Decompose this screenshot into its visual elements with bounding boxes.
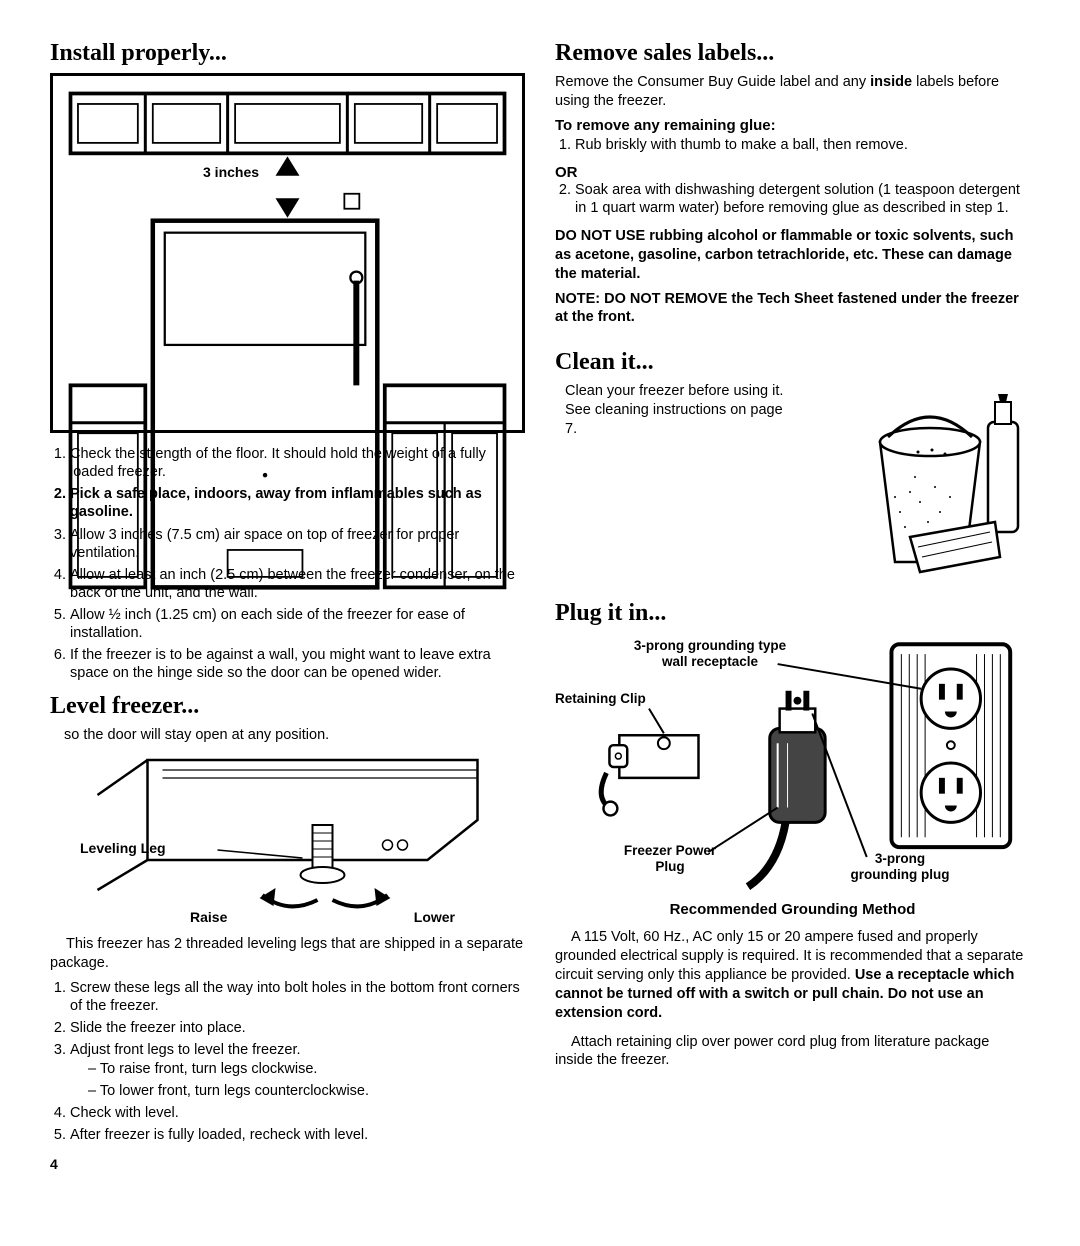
remove-intro: Remove the Consumer Buy Guide label and … (555, 73, 1030, 111)
label-leveling-leg: Leveling Leg (80, 840, 166, 856)
left-column: Install properly... (50, 40, 525, 1226)
install-step: If the freezer is to be against a wall, … (70, 646, 525, 682)
label-raise: Raise (190, 909, 227, 925)
heading-clean: Clean it... (555, 349, 1030, 376)
warning-tech-sheet: NOTE: DO NOT REMOVE the Tech Sheet faste… (555, 290, 1030, 328)
level-substeps: To raise front, turn legs clockwise. To … (70, 1060, 525, 1100)
level-step: Adjust front legs to level the freezer. … (70, 1041, 525, 1099)
figure-plug: 3-prong grounding type wall receptacle R… (555, 633, 1030, 893)
label-3-inches: 3 inches (203, 164, 259, 180)
heading-level: Level freezer... (50, 693, 525, 720)
remove-step-2: Soak area with dishwashing detergent sol… (555, 181, 1030, 217)
install-step: Allow ½ inch (1.25 cm) on each side of t… (70, 606, 525, 642)
level-step: Slide the freezer into place. (70, 1019, 525, 1037)
or-label: OR (555, 164, 1030, 181)
plug-caption: Recommended Grounding Method (555, 901, 1030, 918)
level-step: Screw these legs all the way into bolt h… (70, 979, 525, 1015)
level-diagram-svg (50, 750, 525, 925)
plug-paragraph-2: Attach retaining clip over power cord pl… (555, 1033, 1030, 1071)
right-column: Remove sales labels... Remove the Consum… (555, 40, 1030, 1226)
level-steps: Screw these legs all the way into bolt h… (50, 979, 525, 1144)
level-intro: so the door will stay open at any positi… (50, 726, 525, 745)
warning-solvents: DO NOT USE rubbing alcohol or flammable … (555, 227, 1030, 284)
heading-remove: Remove sales labels... (555, 40, 1030, 67)
remove-subheading: To remove any remaining glue: (555, 117, 1030, 134)
level-paragraph: This freezer has 2 threaded leveling leg… (50, 935, 525, 973)
heading-install: Install properly... (50, 40, 525, 67)
label-power-plug: Freezer Power Plug (620, 843, 720, 875)
figure-level: Leveling Leg Raise Lower (50, 750, 525, 925)
clean-diagram-svg (840, 382, 1030, 582)
heading-plug: Plug it in... (555, 600, 1030, 627)
clean-paragraph: Clean your freezer before using it. See … (555, 382, 785, 439)
page-number: 4 (50, 1156, 525, 1172)
remove-step-1: Rub briskly with thumb to make a ball, t… (555, 136, 1030, 154)
install-diagram-svg (63, 86, 512, 595)
label-retaining-clip: Retaining Clip (555, 691, 646, 707)
label-lower: Lower (414, 909, 455, 925)
label-grounding-plug: 3-prong grounding plug (840, 851, 960, 883)
label-receptacle: 3-prong grounding type wall receptacle (625, 638, 795, 670)
level-step: Check with level. (70, 1104, 525, 1122)
figure-install: 3 inches (50, 73, 525, 433)
plug-paragraph-1: A 115 Volt, 60 Hz., AC only 15 or 20 amp… (555, 928, 1030, 1022)
level-step: After freezer is fully loaded, recheck w… (70, 1126, 525, 1144)
